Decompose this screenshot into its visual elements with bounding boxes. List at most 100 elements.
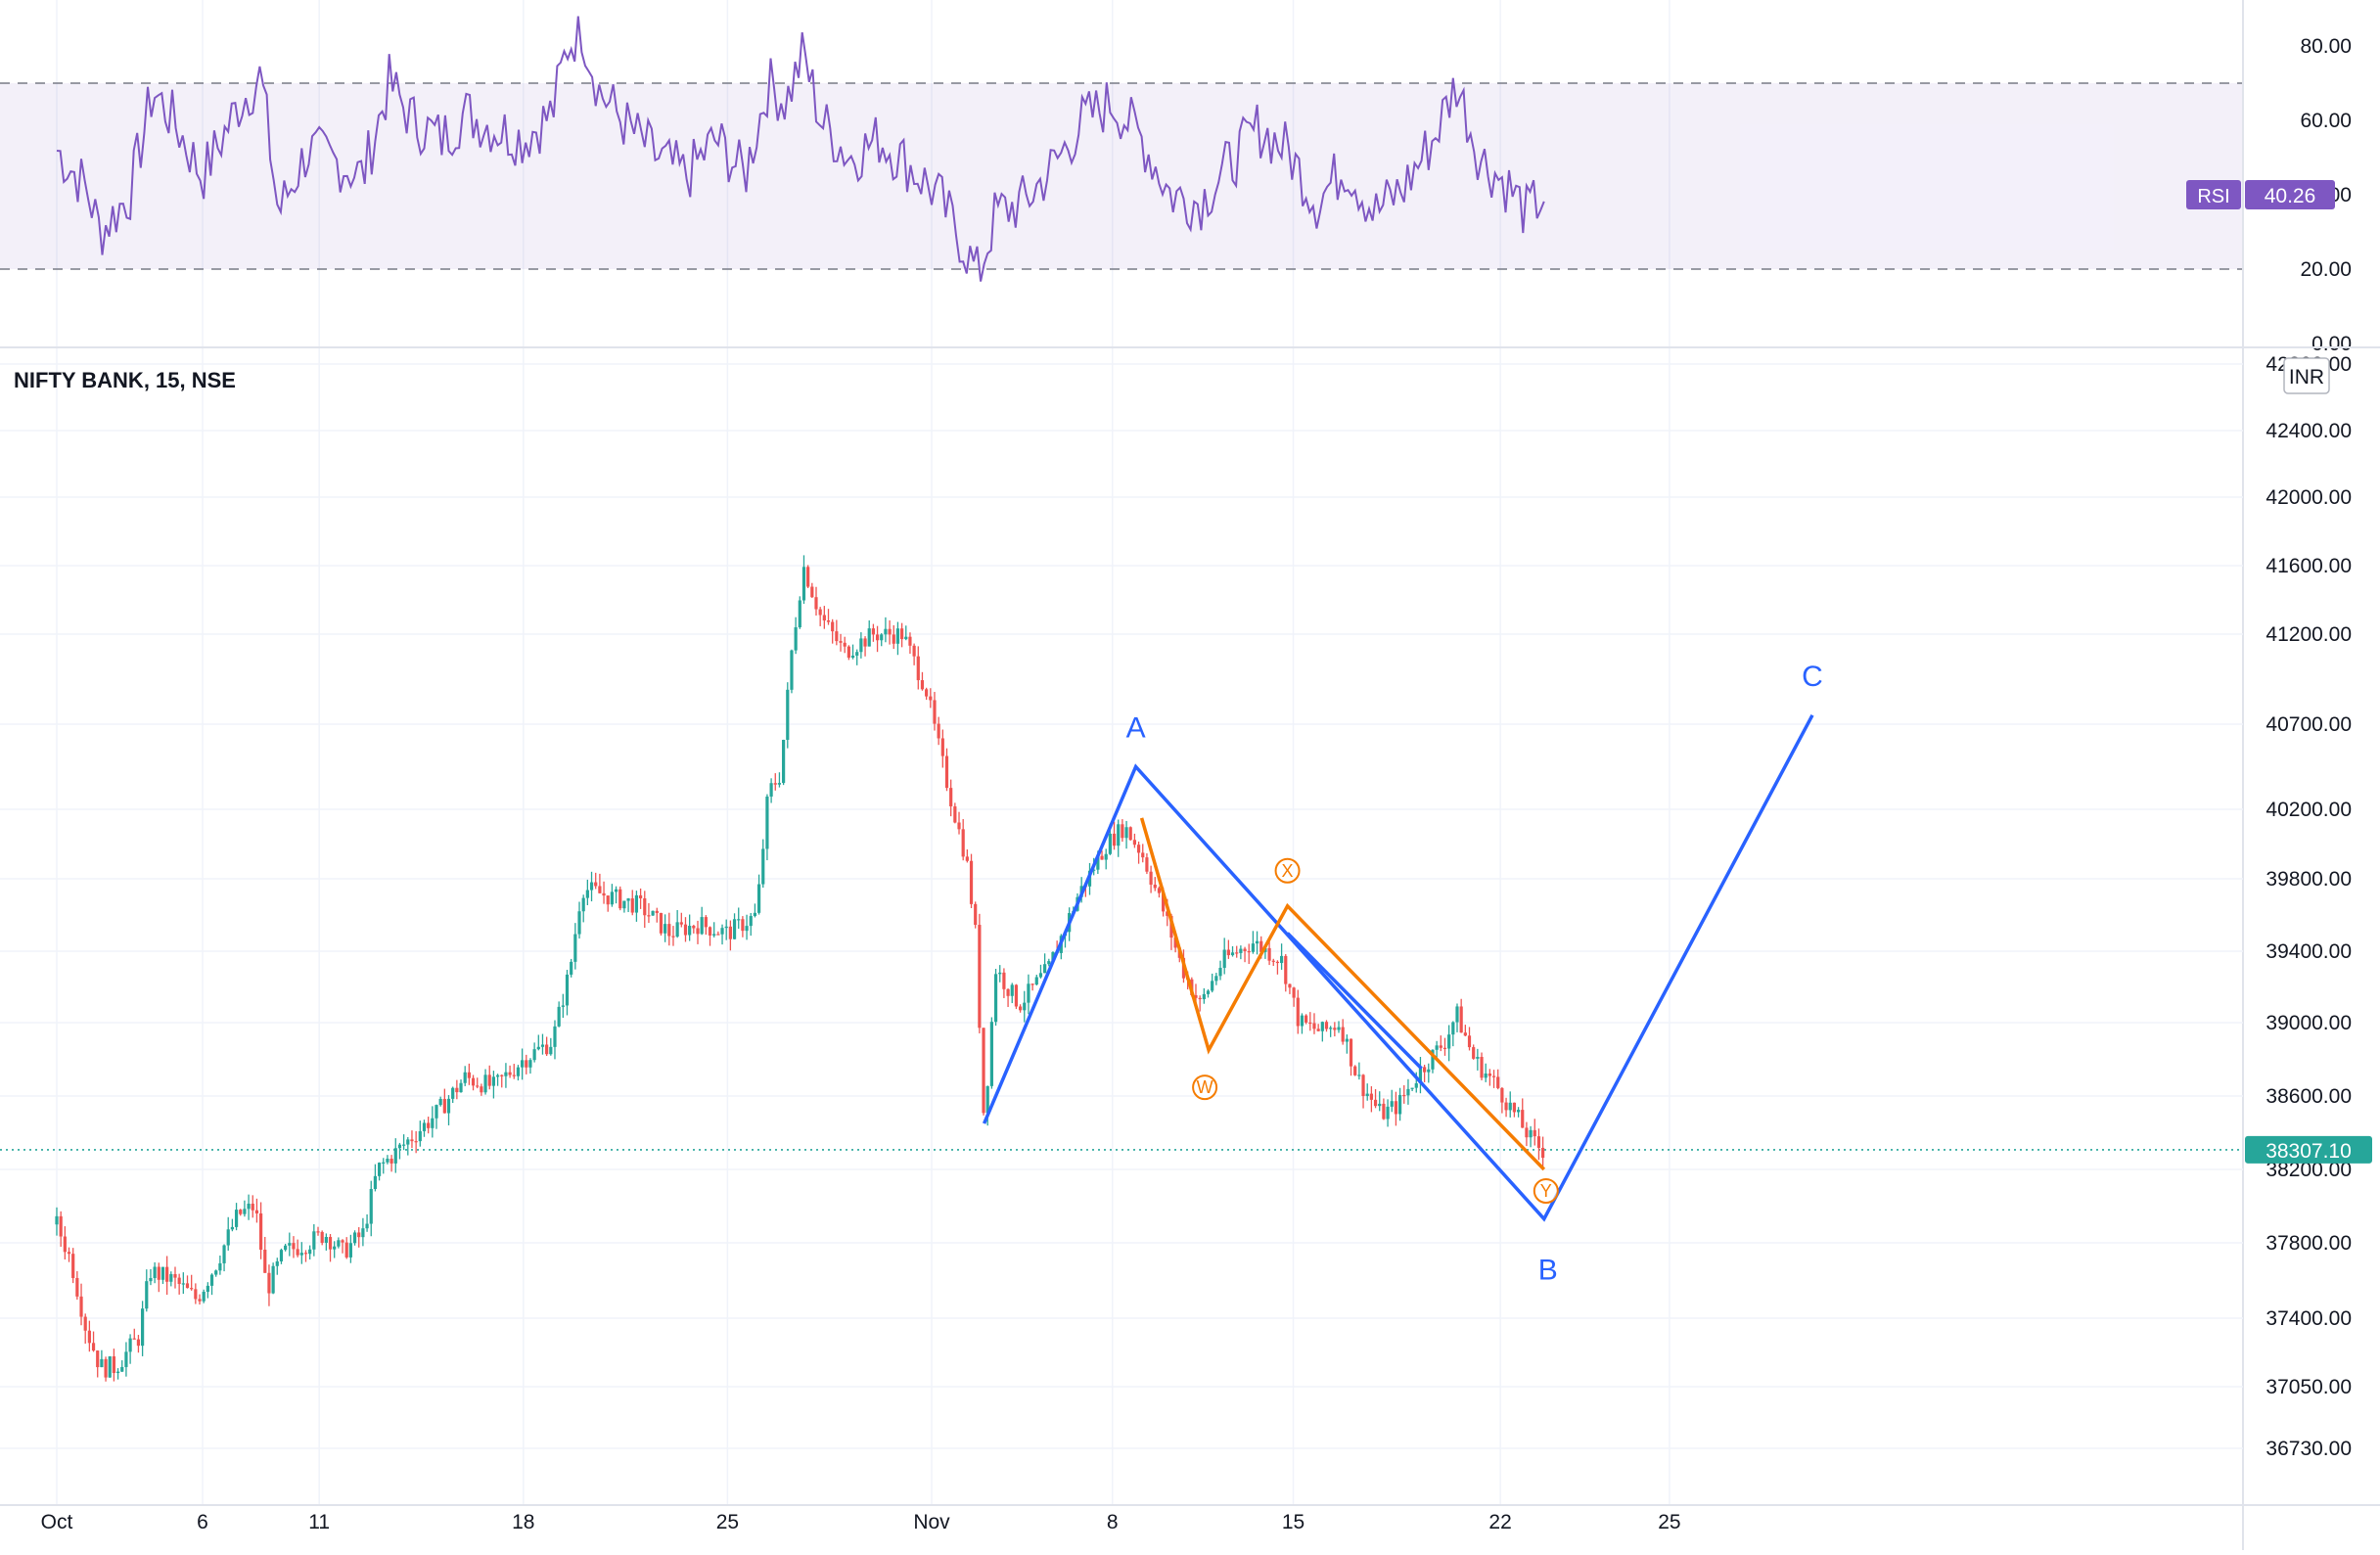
candle-body	[299, 1253, 303, 1256]
candle-body	[308, 1249, 312, 1255]
candle-body	[1014, 984, 1019, 1007]
candle-body	[594, 882, 598, 887]
candle-body	[888, 628, 892, 635]
candle-body	[1141, 852, 1145, 858]
candle-body	[1427, 1069, 1431, 1073]
candle-body	[1051, 951, 1055, 962]
candle-body	[209, 1274, 214, 1286]
candle-body	[1136, 845, 1141, 853]
candle-body	[324, 1236, 328, 1243]
candle-body	[769, 783, 773, 797]
candle-body	[275, 1260, 279, 1266]
price-tick-label: 42400.00	[2266, 420, 2352, 442]
candle-body	[1455, 1006, 1459, 1023]
candle-body	[798, 600, 801, 628]
wave-abc-line	[982, 713, 1814, 1222]
candle-body	[982, 1028, 985, 1114]
candle-body	[553, 1026, 557, 1047]
wave-wxy-line	[1139, 817, 1546, 1171]
candle-body	[737, 919, 741, 921]
candle-body	[940, 738, 944, 756]
candle-body	[1010, 984, 1014, 996]
candle-body	[206, 1285, 209, 1293]
candle-body	[483, 1075, 487, 1093]
candle-body	[185, 1283, 190, 1289]
candle-body	[847, 646, 850, 659]
candle-body	[835, 631, 839, 642]
candle-body	[352, 1232, 357, 1244]
wave-labels: A B C W X Y	[1126, 661, 1823, 1287]
candle-body	[292, 1243, 296, 1250]
candle-body	[104, 1358, 108, 1378]
candle-body	[1516, 1110, 1521, 1113]
candle-body	[1382, 1103, 1386, 1120]
candle-body	[1247, 950, 1251, 953]
candle-body	[418, 1130, 422, 1142]
candle-body	[1121, 824, 1124, 839]
candle-body	[1504, 1102, 1508, 1111]
candle-body	[480, 1086, 483, 1093]
candle-body	[880, 634, 884, 641]
candle-body	[1112, 833, 1117, 846]
candle-body	[361, 1228, 365, 1238]
candle-body	[720, 928, 724, 935]
candle-body	[634, 894, 639, 913]
candle-body	[638, 894, 643, 898]
candle-body	[1418, 1067, 1423, 1084]
candle-body	[1397, 1094, 1402, 1115]
candle-body	[622, 900, 626, 909]
candle-body	[239, 1210, 243, 1214]
candle-body	[1378, 1103, 1382, 1107]
candle-body	[589, 882, 594, 891]
candle-body	[1439, 1045, 1442, 1048]
candle-body	[683, 924, 688, 936]
candle-body	[1304, 1015, 1308, 1023]
candle-body	[402, 1144, 406, 1146]
candle-body	[1451, 1022, 1455, 1035]
candle-body	[598, 886, 602, 893]
candle-body	[521, 1060, 525, 1068]
candle-body	[1002, 972, 1006, 989]
candle-body	[112, 1356, 116, 1374]
time-tick-label: 18	[512, 1511, 534, 1533]
candle-body	[1394, 1101, 1398, 1115]
candle-body	[1206, 990, 1211, 994]
candle-body	[410, 1139, 414, 1142]
candle-body	[243, 1209, 247, 1214]
candle-body	[459, 1082, 463, 1093]
wave-label-ring-y	[1533, 1178, 1559, 1204]
candle-body	[884, 628, 888, 635]
candle-body	[455, 1087, 459, 1093]
time-tick-label: 25	[716, 1511, 739, 1533]
candle-body	[1361, 1075, 1365, 1096]
candle-body	[1128, 827, 1132, 841]
candle-body	[1484, 1073, 1488, 1078]
wave-label-c: C	[1802, 661, 1823, 693]
candle-body	[1472, 1047, 1476, 1059]
candle-body	[1218, 967, 1222, 977]
candle-body	[957, 822, 961, 830]
price-tick-label: 40700.00	[2266, 713, 2352, 736]
price-tick-label: 39000.00	[2266, 1012, 2352, 1034]
candle-body	[1018, 1006, 1023, 1011]
candle-body	[1259, 940, 1263, 952]
candle-body	[124, 1351, 128, 1367]
candle-body	[414, 1141, 418, 1143]
candle-body	[1491, 1075, 1496, 1077]
candle-body	[818, 609, 822, 616]
candle-body	[843, 642, 847, 647]
candle-body	[382, 1162, 386, 1164]
candle-body	[1341, 1027, 1345, 1042]
candle-body	[1292, 987, 1296, 998]
candle-body	[978, 925, 982, 1029]
candle-body	[377, 1163, 382, 1176]
candle-body	[1365, 1093, 1369, 1096]
candle-body	[75, 1277, 79, 1297]
candle-body	[348, 1243, 352, 1258]
candle-body	[696, 928, 700, 935]
candle-body	[528, 1060, 532, 1068]
candle-body	[647, 915, 651, 917]
candle-body	[570, 961, 573, 975]
candle-body	[63, 1236, 67, 1253]
